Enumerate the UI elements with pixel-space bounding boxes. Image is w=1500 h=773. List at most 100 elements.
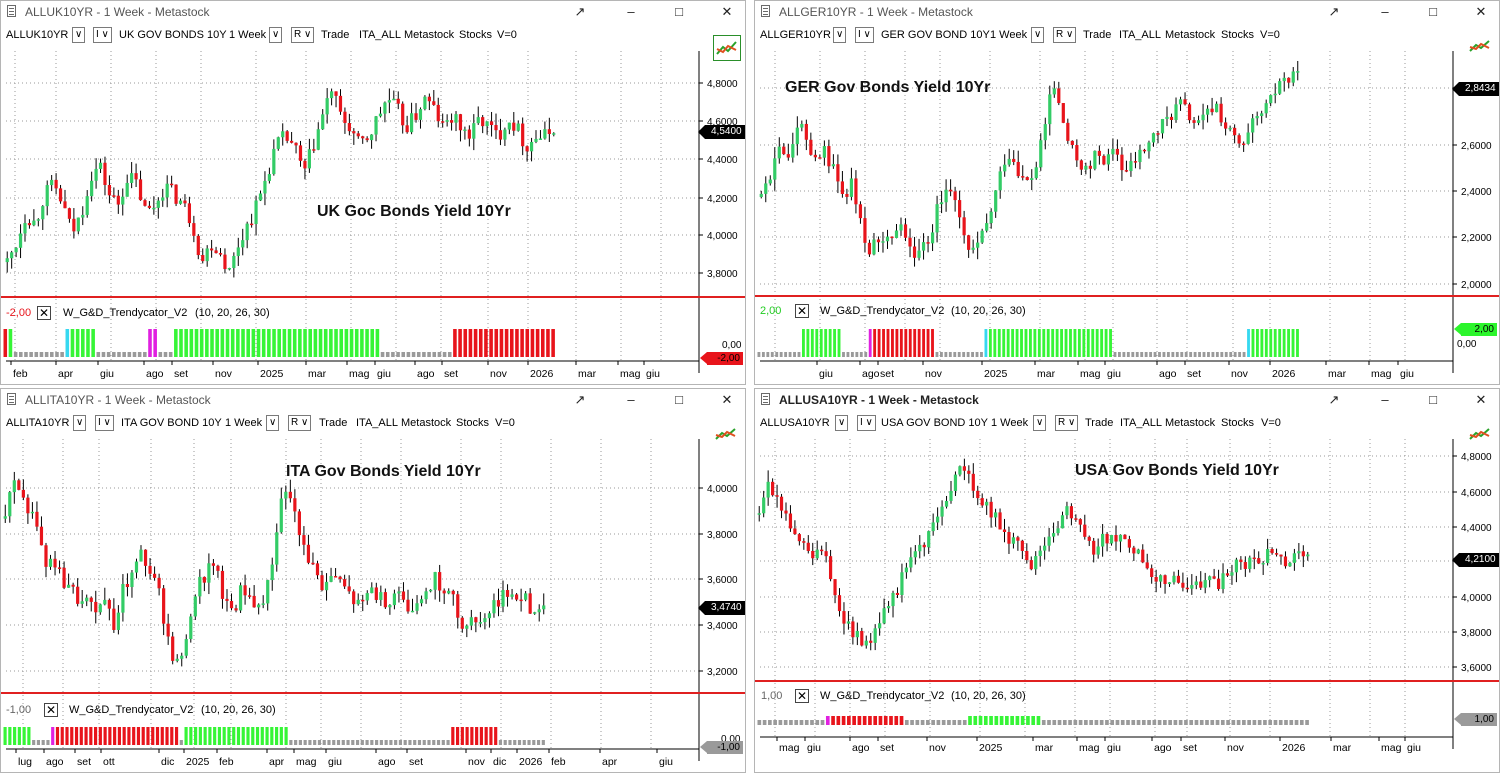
list-label: ITA_ALL — [1120, 417, 1162, 429]
symbol-dropdown[interactable]: ∨ — [835, 415, 849, 431]
symbol-dropdown[interactable]: ∨ — [833, 27, 847, 43]
trade-arrows-icon[interactable] — [713, 35, 741, 61]
indicator-bar — [1118, 352, 1121, 357]
interval-dropdown[interactable]: I ∨ — [855, 27, 874, 43]
candle-body — [1269, 95, 1273, 104]
candle-body — [1183, 99, 1187, 105]
price-chart[interactable]: 2,80002,60002,40002,20002,0000giuagosetn… — [755, 1, 1500, 385]
window-title: ALLGER10YR - 1 Week - Metastock — [779, 5, 973, 19]
candle-body — [442, 590, 446, 594]
title-bar[interactable]: ALLUK10YR - 1 Week - Metastock ↗ – □ ✕ — [1, 1, 745, 23]
candle-body — [312, 149, 316, 151]
detach-window-icon[interactable]: ↗ — [574, 4, 586, 19]
candle-body — [976, 490, 980, 499]
candle-body — [797, 534, 801, 542]
minimize-button[interactable]: – — [627, 4, 635, 19]
minimize-button[interactable]: – — [1381, 4, 1389, 19]
indicator-bar — [208, 727, 212, 745]
mode-dropdown[interactable]: R ∨ — [1053, 27, 1077, 43]
candle-body — [989, 501, 993, 518]
candle-body — [238, 585, 243, 611]
indicator-bar — [1109, 329, 1112, 357]
title-bar[interactable]: ALLUSA10YR - 1 Week - Metastock ↗ – □ ✕ — [755, 389, 1499, 411]
close-button[interactable]: ✕ — [721, 392, 733, 407]
title-bar[interactable]: ALLGER10YR - 1 Week - Metastock ↗ – □ ✕ — [755, 1, 1499, 23]
trade-arrows-icon[interactable] — [1467, 37, 1493, 55]
indicator-bar — [349, 329, 354, 357]
period-dropdown[interactable]: ∨ — [269, 27, 283, 43]
x-tick-label: mag — [1381, 742, 1402, 754]
interval-dropdown[interactable]: I ∨ — [857, 415, 876, 431]
candle-body — [766, 481, 770, 498]
chart-window-uk[interactable]: ALLUK10YR - 1 Week - Metastock ↗ – □ ✕ A… — [0, 0, 746, 385]
close-button[interactable]: ✕ — [1475, 4, 1487, 19]
candle-body — [36, 219, 40, 221]
period-dropdown[interactable]: ∨ — [266, 415, 280, 431]
detach-window-icon[interactable]: ↗ — [574, 392, 586, 407]
candle-body — [41, 206, 45, 220]
close-button[interactable]: ✕ — [721, 4, 733, 19]
maximize-button[interactable]: □ — [1429, 392, 1437, 407]
period-dropdown[interactable]: ∨ — [1031, 27, 1045, 43]
chart-window-usa[interactable]: ALLUSA10YR - 1 Week - Metastock ↗ – □ ✕ … — [754, 388, 1500, 773]
close-indicator-icon[interactable]: ✕ — [44, 703, 58, 717]
indicator-bar — [873, 716, 878, 725]
candle-body — [383, 592, 387, 608]
chart-window-ger[interactable]: ALLGER10YR - 1 Week - Metastock ↗ – □ ✕ … — [754, 0, 1500, 385]
title-bar[interactable]: ALLITA10YR - 1 Week - Metastock ↗ – □ ✕ — [1, 389, 745, 411]
candle-body — [356, 599, 360, 605]
mode-dropdown[interactable]: R ∨ — [288, 415, 312, 431]
candle-body — [793, 528, 797, 535]
close-indicator-icon[interactable]: ✕ — [795, 304, 809, 318]
interval-dropdown[interactable]: I ∨ — [93, 27, 112, 43]
maximize-button[interactable]: □ — [1429, 4, 1437, 19]
candle-body — [1101, 533, 1105, 547]
candle-body — [854, 178, 858, 205]
minimize-button[interactable]: – — [627, 392, 635, 407]
indicator-bar — [499, 329, 504, 357]
indicator-bar — [279, 727, 283, 745]
indicator-bar — [60, 352, 64, 357]
candle-body — [324, 581, 329, 591]
detach-window-icon[interactable]: ↗ — [1328, 4, 1340, 19]
mode-dropdown[interactable]: R ∨ — [1055, 415, 1079, 431]
symbol-dropdown[interactable]: ∨ — [73, 415, 87, 431]
candle-body — [263, 180, 267, 194]
indicator-bar — [883, 716, 888, 725]
close-indicator-icon[interactable]: ✕ — [795, 689, 809, 703]
price-chart[interactable]: 4,80004,60004,40004,20004,00003,80003,60… — [755, 389, 1500, 773]
minimize-button[interactable]: – — [1381, 392, 1389, 407]
chart-window-ita[interactable]: ALLITA10YR - 1 Week - Metastock ↗ – □ ✕ … — [0, 388, 746, 773]
indicator-bar — [1015, 329, 1019, 357]
indicator-bar — [225, 329, 230, 357]
candle-body — [347, 586, 351, 592]
interval-dropdown[interactable]: I ∨ — [95, 415, 114, 431]
indicator-bar — [460, 727, 464, 745]
period-label: 1 Week — [990, 29, 1028, 41]
maximize-button[interactable]: □ — [675, 392, 683, 407]
mode-dropdown[interactable]: R ∨ — [291, 27, 315, 43]
indicator-bar — [935, 352, 939, 357]
candle-body — [392, 593, 397, 606]
price-chart[interactable]: 4,8000 4,6000 4,4000 4,2000 4,0000 3,8000 feb a… — [1, 1, 746, 385]
trade-arrows-icon[interactable] — [713, 425, 739, 443]
candle-body — [1138, 149, 1142, 163]
indicator-tag: 2,00 — [1454, 323, 1497, 336]
indicator-bar — [27, 727, 31, 745]
maximize-button[interactable]: □ — [675, 4, 683, 19]
symbol-dropdown[interactable]: ∨ — [72, 27, 86, 43]
close-button[interactable]: ✕ — [1475, 392, 1487, 407]
candle-body — [3, 516, 7, 519]
indicator-bar — [205, 329, 209, 357]
candle-body — [976, 242, 980, 248]
trade-arrows-icon[interactable] — [1467, 425, 1493, 443]
detach-window-icon[interactable]: ↗ — [1328, 392, 1340, 407]
candle-body — [379, 592, 383, 600]
period-dropdown[interactable]: ∨ — [1033, 415, 1047, 431]
close-indicator-icon[interactable]: ✕ — [37, 306, 51, 320]
indicator-bar — [503, 740, 507, 745]
indicator-bar — [416, 352, 421, 357]
candle-body — [1127, 539, 1131, 548]
candle-body — [779, 496, 784, 511]
